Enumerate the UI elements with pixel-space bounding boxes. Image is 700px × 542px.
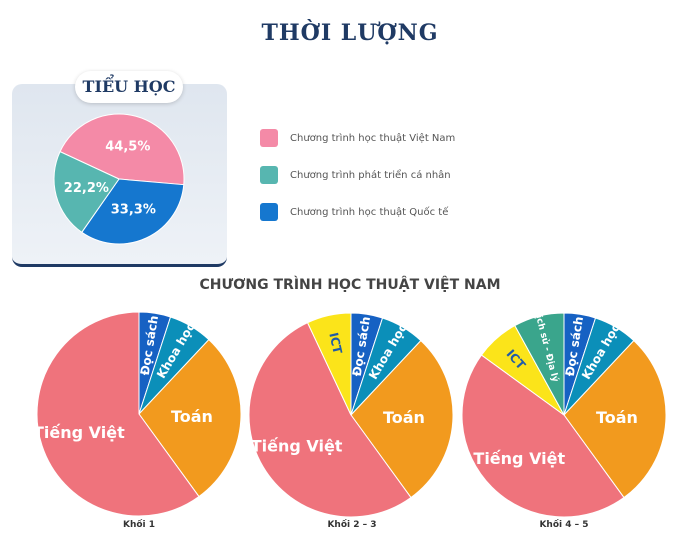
legend-label: Chương trình học thuật Quốc tế <box>290 206 449 218</box>
slice-label-grade-3-tieng-viet: Tiếng Việt <box>473 449 565 468</box>
slice-label-chuong-trinh-hoc-thuat-viet-nam: 44,5% <box>105 139 150 154</box>
slice-grade-3-tieng-viet <box>461 354 625 518</box>
slice-grade-2-ict <box>306 312 352 416</box>
slice-grade-3-toan <box>563 339 667 499</box>
slice-chuong-trinh-phat-trien-ca-nhan <box>53 150 120 233</box>
legend-item-personal: Chương trình phát triển cá nhân <box>260 165 455 185</box>
slice-label-grade-3-toan: Toán <box>596 408 638 427</box>
legend-swatch <box>260 166 278 184</box>
slice-label-grade-2-tieng-viet: Tiếng Việt <box>251 437 343 456</box>
card-label: TIỂU HỌC <box>75 71 183 103</box>
legend-item-intl: Chương trình học thuật Quốc tế <box>260 202 455 222</box>
legend: Chương trình học thuật Việt Nam Chương t… <box>260 128 455 239</box>
slice-label-grade-1-tieng-viet: Tiếng Việt <box>33 423 125 442</box>
slice-label-chuong-trinh-phat-trien-ca-nhan: 22,2% <box>64 181 109 196</box>
slice-grade-1-toan <box>138 338 242 498</box>
legend-item-vn: Chương trình học thuật Việt Nam <box>260 128 455 148</box>
slice-grade-2-tieng-viet <box>248 322 412 518</box>
slice-grade-1-tieng-viet <box>36 311 200 517</box>
legend-label: Chương trình học thuật Việt Nam <box>290 132 456 144</box>
caption-grade-4-5: Khối 4 – 5 <box>539 520 589 530</box>
caption-grade-1: Khối 1 <box>122 520 156 530</box>
section-subtitle: CHƯƠNG TRÌNH HỌC THUẬT VIỆT NAM <box>199 277 501 293</box>
legend-swatch <box>260 203 278 221</box>
page-title: THỜI LƯỢNG <box>261 20 439 46</box>
slice-label-grade-2-toan: Toán <box>383 408 425 427</box>
slice-label-grade-2-ict: ICT <box>326 331 345 356</box>
slice-grade-3-lich-su-dia-ly <box>514 312 565 416</box>
slice-chuong-trinh-hoc-thuat-viet-nam <box>59 113 185 186</box>
slice-label-grade-1-toan: Toán <box>171 407 213 426</box>
caption-grade-2-3: Khối 2 – 3 <box>327 520 377 530</box>
legend-label: Chương trình phát triển cá nhân <box>290 169 451 181</box>
slice-label-chuong-trinh-hoc-thuat-quoc-te: 33,3% <box>111 203 156 218</box>
slice-grade-2-toan <box>350 339 454 499</box>
slice-chuong-trinh-hoc-thuat-quoc-te <box>81 178 185 245</box>
legend-swatch <box>260 129 278 147</box>
